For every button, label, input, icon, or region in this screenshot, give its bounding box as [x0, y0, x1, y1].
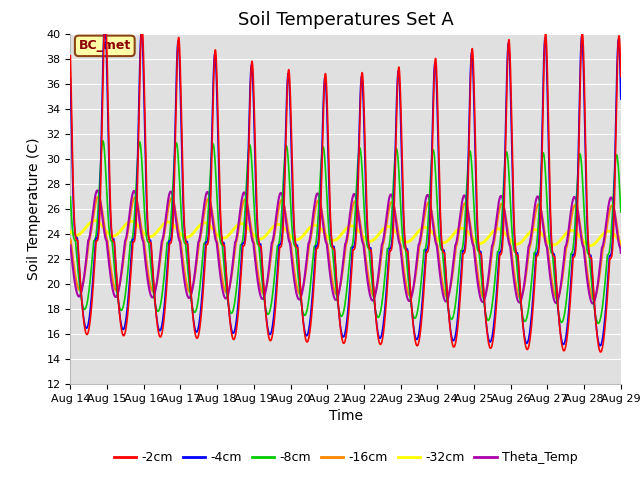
Y-axis label: Soil Temperature (C): Soil Temperature (C) [27, 138, 41, 280]
-16cm [607, 205, 614, 211]
Title: Soil Temperatures Set A: Soil Temperatures Set A [237, 11, 454, 29]
-2cm [67, 53, 74, 59]
-16cm [95, 194, 102, 200]
Theta_Temp [278, 191, 285, 197]
-8cm [99, 138, 107, 144]
Theta_Temp [162, 213, 170, 219]
-4cm [596, 343, 604, 348]
-8cm [162, 253, 170, 259]
-32cm [617, 240, 625, 246]
-16cm [617, 246, 625, 252]
-32cm [278, 223, 285, 228]
-16cm [278, 197, 285, 203]
Line: -16cm: -16cm [70, 197, 621, 299]
Line: -2cm: -2cm [70, 18, 621, 352]
-4cm [101, 19, 109, 25]
-2cm [617, 74, 625, 80]
-16cm [162, 220, 170, 226]
-16cm [301, 271, 309, 277]
Line: -8cm: -8cm [70, 141, 621, 324]
-4cm [607, 253, 614, 259]
-16cm [547, 271, 555, 277]
Text: BC_met: BC_met [79, 39, 131, 52]
Theta_Temp [67, 242, 74, 248]
-32cm [129, 219, 137, 225]
Theta_Temp [589, 300, 596, 306]
-2cm [301, 336, 309, 341]
-4cm [129, 237, 137, 242]
-2cm [101, 15, 109, 21]
X-axis label: Time: Time [328, 409, 363, 423]
-4cm [162, 282, 170, 288]
Theta_Temp [607, 195, 614, 201]
Theta_Temp [617, 250, 625, 256]
Theta_Temp [301, 267, 309, 273]
Theta_Temp [547, 279, 555, 285]
Line: Theta_Temp: Theta_Temp [70, 191, 621, 303]
-2cm [596, 349, 604, 355]
Legend: -2cm, -4cm, -8cm, -16cm, -32cm, Theta_Temp: -2cm, -4cm, -8cm, -16cm, -32cm, Theta_Te… [109, 446, 582, 469]
-2cm [547, 221, 555, 227]
-16cm [590, 296, 598, 302]
-32cm [67, 228, 74, 234]
Line: -32cm: -32cm [70, 221, 621, 246]
-32cm [162, 220, 170, 226]
-8cm [67, 194, 74, 200]
-16cm [129, 197, 137, 203]
-8cm [607, 241, 614, 247]
-8cm [617, 209, 625, 215]
-32cm [301, 230, 309, 236]
-8cm [278, 210, 285, 216]
-4cm [301, 331, 309, 337]
-4cm [278, 236, 285, 242]
Line: -4cm: -4cm [70, 22, 621, 346]
Theta_Temp [93, 188, 101, 193]
-2cm [278, 242, 285, 248]
-8cm [595, 321, 602, 326]
-16cm [67, 237, 74, 242]
-2cm [607, 256, 614, 262]
-32cm [607, 228, 614, 234]
-2cm [162, 293, 170, 299]
-8cm [129, 228, 137, 234]
-4cm [617, 96, 625, 102]
Theta_Temp [129, 189, 137, 194]
-32cm [547, 241, 555, 247]
-8cm [301, 312, 309, 318]
-4cm [547, 231, 555, 237]
-4cm [67, 75, 74, 81]
-32cm [586, 243, 594, 249]
-32cm [91, 218, 99, 224]
-8cm [547, 249, 555, 254]
-2cm [129, 240, 137, 245]
